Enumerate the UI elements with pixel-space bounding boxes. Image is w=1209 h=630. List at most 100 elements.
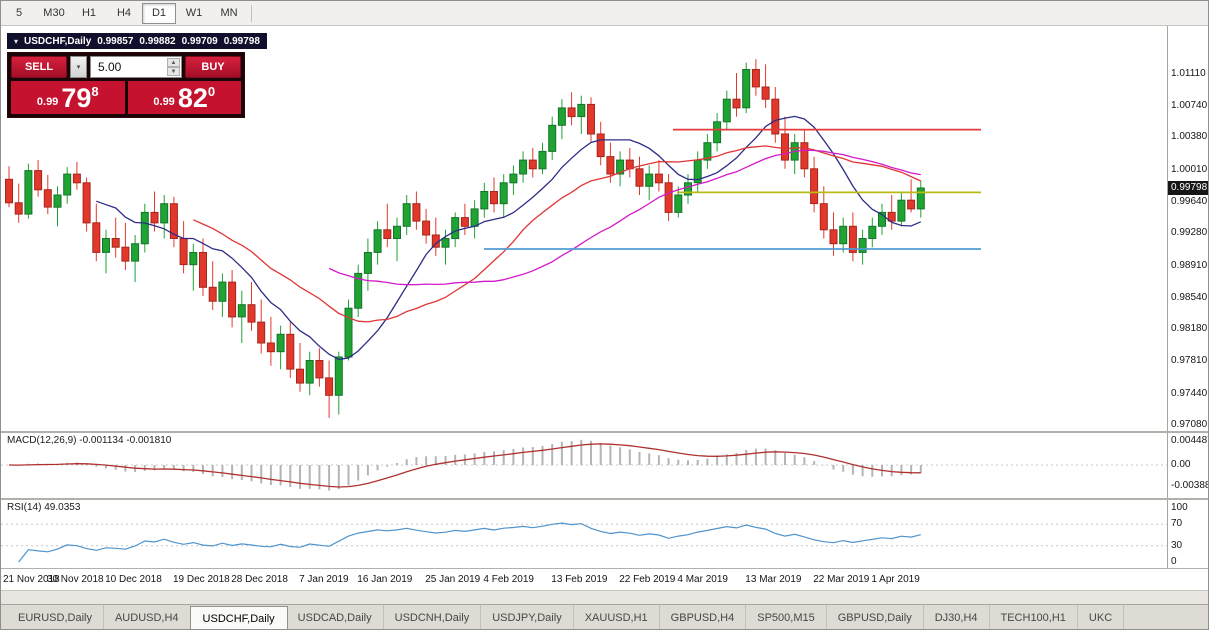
timeframe-button-w1[interactable]: W1 (185, 7, 203, 19)
sell-price-display[interactable]: 0.99 79 8 (11, 81, 125, 114)
candle (286, 333, 295, 370)
timeframe-button-d1[interactable]: D1 (142, 2, 176, 24)
lot-spin-up-icon[interactable]: ▲ (167, 58, 180, 67)
candle (199, 252, 207, 288)
candle (761, 86, 770, 100)
candle (393, 225, 401, 240)
candle (102, 238, 110, 253)
candle (567, 107, 576, 118)
panel-splitter[interactable] (1, 498, 1208, 500)
chart-tab-sp500-m15[interactable]: SP500,M15 (746, 605, 827, 629)
chart-tab-audusd-h4[interactable]: AUDUSD,H4 (104, 605, 191, 629)
lot-size-input[interactable]: 5.00 ▲ ▼ (90, 56, 182, 78)
candle (451, 217, 460, 240)
rsi-axis-label: 30 (1171, 539, 1183, 551)
current-price-tag: 0.99798 (1168, 181, 1208, 196)
chart-tab-gbpusd-h4[interactable]: GBPUSD,H4 (660, 605, 747, 629)
candle (276, 333, 285, 353)
chart-tab-tech100-h1[interactable]: TECH100,H1 (990, 605, 1078, 629)
macd-signal-line (8, 443, 921, 488)
timeframe-button-m30[interactable]: M30 (43, 7, 65, 19)
chart-tab-usdchf-daily[interactable]: USDCHF,Daily (189, 606, 288, 629)
candle (315, 360, 324, 379)
sell-price-big: 79 (61, 83, 92, 113)
macd-panel[interactable]: 0.004487 0.00 -0.003883 MACD(12,26,9) -0.0… (1, 433, 1208, 498)
price-axis-label: 0.98180 (1171, 323, 1208, 335)
lot-spin-down-icon[interactable]: ▼ (167, 67, 180, 76)
price-axis-label: 1.00010 (1171, 163, 1208, 175)
candle (24, 170, 33, 215)
sell-price-prefix: 0.99 (36, 96, 59, 108)
candle (160, 203, 169, 224)
date-axis-label: 4 Mar 2019 (677, 574, 728, 585)
chart-tab-usdcad-daily[interactable]: USDCAD,Daily (287, 605, 384, 629)
price-axis-label: 1.01110 (1171, 67, 1206, 79)
candle (237, 304, 246, 318)
rsi-axis-label: 100 (1171, 502, 1188, 513)
macd-indicator-label: MACD(12,26,9) -0.001134 -0.001810 (7, 435, 172, 446)
price-candlestick-chart[interactable] (1, 26, 1167, 431)
macd-axis-label: -0.003883 (1171, 479, 1208, 491)
timeframe-button-mn[interactable]: MN (220, 7, 238, 19)
candle (53, 194, 62, 208)
date-axis-label: 25 Jan 2019 (425, 574, 481, 585)
date-axis-label: 7 Jan 2019 (299, 574, 349, 585)
buy-button[interactable]: BUY (185, 56, 241, 78)
price-axis: 1.01110 1.00740 1.00380 1.00010 0.99640 0.992… (1167, 26, 1208, 431)
candle (878, 211, 886, 227)
buy-price-display[interactable]: 0.99 82 0 (127, 81, 241, 114)
chart-header: ▾ USDCHF,Daily 0.99857 0.99882 0.99709 0… (7, 33, 267, 49)
candle (257, 321, 266, 344)
buy-price-prefix: 0.99 (153, 96, 175, 108)
candle (373, 229, 382, 253)
collapse-panel-icon[interactable]: ▾ (14, 36, 19, 46)
chart-tab-gbpusd-daily[interactable]: GBPUSD,Daily (827, 605, 924, 629)
macd-histogram (17, 439, 922, 491)
rsi-indicator-label: RSI(14) 49.0353 (7, 502, 81, 513)
candle (858, 238, 867, 253)
candle (810, 168, 819, 205)
candle (664, 182, 673, 213)
candle (402, 203, 411, 227)
candle (781, 133, 789, 161)
panel-splitter[interactable] (1, 431, 1208, 433)
price-axis-label: 0.97810 (1171, 355, 1208, 367)
candles-layer (5, 59, 925, 418)
candle (121, 246, 130, 262)
candle (354, 272, 363, 309)
candle (305, 360, 314, 384)
candle (548, 124, 557, 152)
candle (422, 220, 431, 236)
ma-34-line (328, 149, 921, 286)
rsi-panel[interactable]: 100 70 30 0 RSI(14) 49.0353 (1, 500, 1208, 568)
timeframe-button-h4[interactable]: H4 (116, 7, 132, 19)
chart-tab-usdjpy-daily[interactable]: USDJPY,Daily (481, 605, 574, 629)
chart-tab-dj30-h4[interactable]: DJ30,H4 (924, 605, 990, 629)
candle (344, 307, 353, 358)
candle (92, 222, 101, 253)
chart-tab-xauusd-h1[interactable]: XAUUSD,H1 (574, 605, 660, 629)
date-axis-label: 10 Dec 2018 (105, 574, 162, 585)
macd-axis: 0.004487 0.00 -0.003883 (1167, 433, 1208, 498)
chart-tab-ukc[interactable]: UKC (1078, 605, 1125, 629)
chart-tab-eurusd-daily[interactable]: EURUSD,Daily (7, 605, 104, 629)
candle (460, 217, 469, 227)
candle (179, 238, 188, 266)
candle (713, 121, 722, 144)
candle (887, 211, 896, 222)
candle (131, 243, 140, 262)
rsi-axis-label: 70 (1171, 518, 1183, 530)
date-axis-label: 22 Mar 2019 (813, 574, 870, 585)
timeframe-button-h1[interactable]: H1 (81, 7, 97, 19)
lot-dropdown-button[interactable]: ▾ (70, 56, 87, 78)
candle (519, 159, 528, 175)
timeframe-button-5[interactable]: 5 (15, 7, 23, 19)
one-click-trading-panel: SELL ▾ 5.00 ▲ ▼ BUY 0.99 79 8 0.99 82 0 (7, 52, 245, 118)
date-axis-label: 13 Mar 2019 (745, 574, 802, 585)
ohlc-close: 0.99798 (223, 35, 260, 47)
candle (771, 98, 780, 135)
sell-button[interactable]: SELL (11, 56, 67, 78)
chart-tab-usdcnh-daily[interactable]: USDCNH,Daily (384, 605, 482, 629)
chart-area[interactable]: 1.01110 1.00740 1.00380 1.00010 0.99640 0.992… (1, 26, 1208, 431)
